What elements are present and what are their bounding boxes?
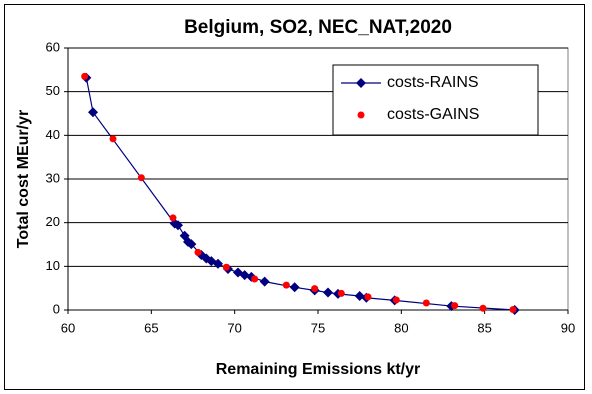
marker (422, 299, 430, 307)
marker (169, 214, 177, 222)
x-tick-label: 60 (61, 320, 75, 335)
y-tick-label: 10 (46, 258, 60, 273)
marker (81, 72, 89, 80)
x-tick-label: 70 (227, 320, 241, 335)
x-tick-label: 85 (477, 320, 491, 335)
marker (479, 304, 487, 312)
marker (222, 263, 230, 271)
marker (251, 275, 259, 283)
x-axis-title: Remaining Emissions kt/yr (216, 361, 421, 378)
y-tick-label: 0 (53, 301, 60, 316)
y-tick-label: 60 (46, 39, 60, 54)
marker (509, 306, 517, 314)
marker (173, 220, 183, 231)
marker (109, 135, 117, 143)
marker (194, 248, 202, 256)
marker (282, 281, 290, 289)
y-tick-label: 40 (46, 127, 60, 142)
marker (289, 282, 300, 293)
legend-label: costs-RAINS (387, 74, 479, 91)
x-tick-label: 80 (394, 320, 408, 335)
y-tick-label: 30 (46, 170, 60, 185)
marker (88, 107, 98, 118)
marker (213, 258, 223, 269)
legend-box (332, 64, 539, 136)
marker (364, 293, 372, 301)
y-tick-label: 50 (46, 83, 60, 98)
legend-marker (356, 78, 366, 88)
chart-title: Belgium, SO2, NEC_NAT,2020 (184, 17, 452, 38)
marker (246, 271, 257, 282)
marker (323, 287, 333, 298)
x-tick-label: 75 (311, 320, 325, 335)
marker (137, 174, 145, 182)
marker (259, 276, 270, 287)
marker (311, 285, 319, 293)
x-tick-label: 65 (144, 320, 158, 335)
y-axis-title: Total cost MEur/yr (15, 110, 32, 248)
marker (186, 239, 197, 250)
legend-label: costs-GAINS (387, 106, 479, 123)
marker (451, 302, 459, 310)
y-tick-label: 20 (46, 214, 60, 229)
x-tick-label: 90 (561, 320, 575, 335)
marker (337, 289, 345, 297)
legend-marker (357, 111, 365, 119)
marker (392, 296, 400, 304)
